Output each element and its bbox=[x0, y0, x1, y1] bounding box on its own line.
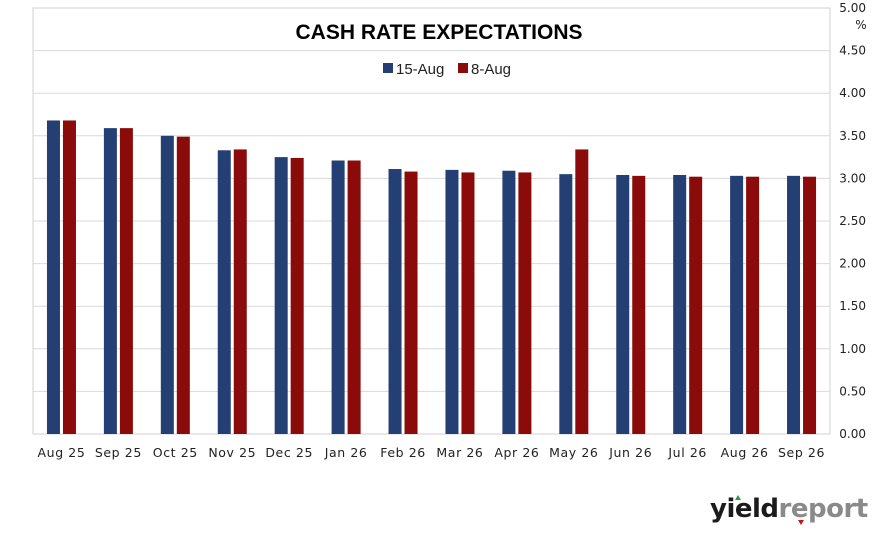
legend: 15-Aug 8-Aug bbox=[383, 61, 511, 78]
logo-text-yield: yield bbox=[710, 494, 779, 524]
legend-swatch-8-aug bbox=[458, 63, 468, 73]
x-tick-label: Sep 26 bbox=[778, 445, 825, 460]
logo-tick-mark bbox=[735, 495, 741, 500]
x-tick-label: Feb 26 bbox=[380, 445, 426, 460]
legend-label-15-aug: 15-Aug bbox=[396, 61, 444, 78]
bar-15-aug-sep-26 bbox=[787, 175, 801, 434]
y-tick-label: 0.50 bbox=[839, 384, 866, 398]
y-tick-label: 3.50 bbox=[839, 129, 866, 143]
y-axis-unit-label: % bbox=[855, 18, 866, 32]
legend-label-8-aug: 8-Aug bbox=[471, 61, 511, 78]
y-tick-label: 1.00 bbox=[839, 342, 866, 356]
x-tick-label: Sep 25 bbox=[95, 445, 142, 460]
bar-8-aug-mar-26 bbox=[461, 172, 475, 434]
bar-8-aug-may-26 bbox=[575, 149, 589, 434]
chart-title: CASH RATE EXPECTATIONS bbox=[295, 21, 582, 44]
legend-swatch-15-aug bbox=[383, 63, 393, 73]
bar-8-aug-nov-25 bbox=[233, 149, 247, 434]
bar-8-aug-aug-26 bbox=[746, 176, 760, 435]
logo-arrow-mark bbox=[798, 520, 804, 525]
bar-15-aug-oct-25 bbox=[160, 135, 174, 435]
x-tick-label: Jun 26 bbox=[608, 445, 652, 460]
y-tick-label: 5.00 bbox=[839, 1, 866, 15]
y-tick-label: 3.00 bbox=[839, 171, 866, 185]
bar-8-aug-sep-25 bbox=[119, 128, 133, 434]
x-tick-label: May 26 bbox=[549, 445, 598, 460]
y-tick-label: 4.00 bbox=[839, 86, 866, 100]
bar-15-aug-jun-26 bbox=[616, 174, 630, 434]
bar-15-aug-feb-26 bbox=[388, 169, 402, 434]
bar-8-aug-jul-26 bbox=[689, 176, 703, 435]
bar-15-aug-jan-26 bbox=[331, 160, 345, 434]
x-tick-label: Jan 26 bbox=[324, 445, 368, 460]
y-axis-ticks: 0.00 0.50 1.00 1.50 2.00 2.50 3.00 3.50 4.00 4.50… bbox=[839, 1, 866, 441]
y-tick-label: 2.00 bbox=[839, 257, 866, 271]
y-tick-label: 0.00 bbox=[839, 427, 866, 441]
bars bbox=[46, 120, 817, 435]
x-tick-label: Aug 26 bbox=[721, 445, 769, 460]
x-tick-label: Aug 25 bbox=[38, 445, 86, 460]
bar-15-aug-apr-26 bbox=[502, 170, 516, 434]
bar-15-aug-dec-25 bbox=[274, 157, 288, 434]
x-tick-label: Apr 26 bbox=[494, 445, 539, 460]
yieldreport-logo: yieldreport bbox=[710, 494, 868, 534]
bar-8-aug-aug-25 bbox=[62, 120, 76, 435]
bar-15-aug-aug-26 bbox=[730, 175, 744, 434]
x-tick-label: Dec 25 bbox=[265, 445, 313, 460]
bar-15-aug-nov-25 bbox=[217, 150, 231, 434]
bar-8-aug-oct-25 bbox=[176, 136, 190, 435]
bar-15-aug-aug-25 bbox=[46, 120, 60, 435]
bar-15-aug-sep-25 bbox=[103, 128, 117, 434]
bar-8-aug-apr-26 bbox=[518, 172, 532, 434]
bar-15-aug-may-26 bbox=[559, 174, 573, 434]
x-axis-labels: Aug 25 Sep 25 Oct 25 Nov 25 Dec 25 Jan 26 Feb … bbox=[38, 445, 825, 460]
bar-8-aug-feb-26 bbox=[404, 171, 418, 435]
x-tick-label: Mar 26 bbox=[436, 445, 483, 460]
bar-8-aug-jan-26 bbox=[347, 160, 361, 434]
x-tick-label: Nov 25 bbox=[208, 445, 256, 460]
bar-8-aug-jun-26 bbox=[632, 175, 646, 434]
bar-8-aug-dec-25 bbox=[290, 157, 304, 434]
bar-15-aug-jul-26 bbox=[673, 174, 687, 434]
logo-text-report: report bbox=[778, 494, 869, 524]
x-tick-label: Oct 25 bbox=[153, 445, 198, 460]
x-tick-label: Jul 26 bbox=[667, 445, 707, 460]
y-tick-label: 4.50 bbox=[839, 44, 866, 58]
y-tick-label: 2.50 bbox=[839, 214, 866, 228]
bar-8-aug-sep-26 bbox=[803, 176, 817, 435]
y-tick-label: 1.50 bbox=[839, 299, 866, 313]
bar-15-aug-mar-26 bbox=[445, 169, 459, 434]
